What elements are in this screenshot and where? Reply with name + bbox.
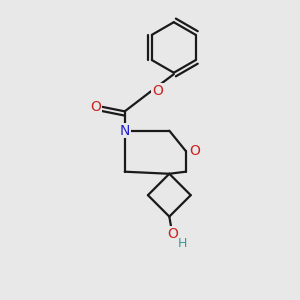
Text: N: N xyxy=(119,124,130,138)
Text: H: H xyxy=(178,237,188,250)
Text: O: O xyxy=(91,100,101,114)
Text: O: O xyxy=(167,227,178,241)
Text: O: O xyxy=(189,144,200,158)
Text: O: O xyxy=(152,84,163,98)
